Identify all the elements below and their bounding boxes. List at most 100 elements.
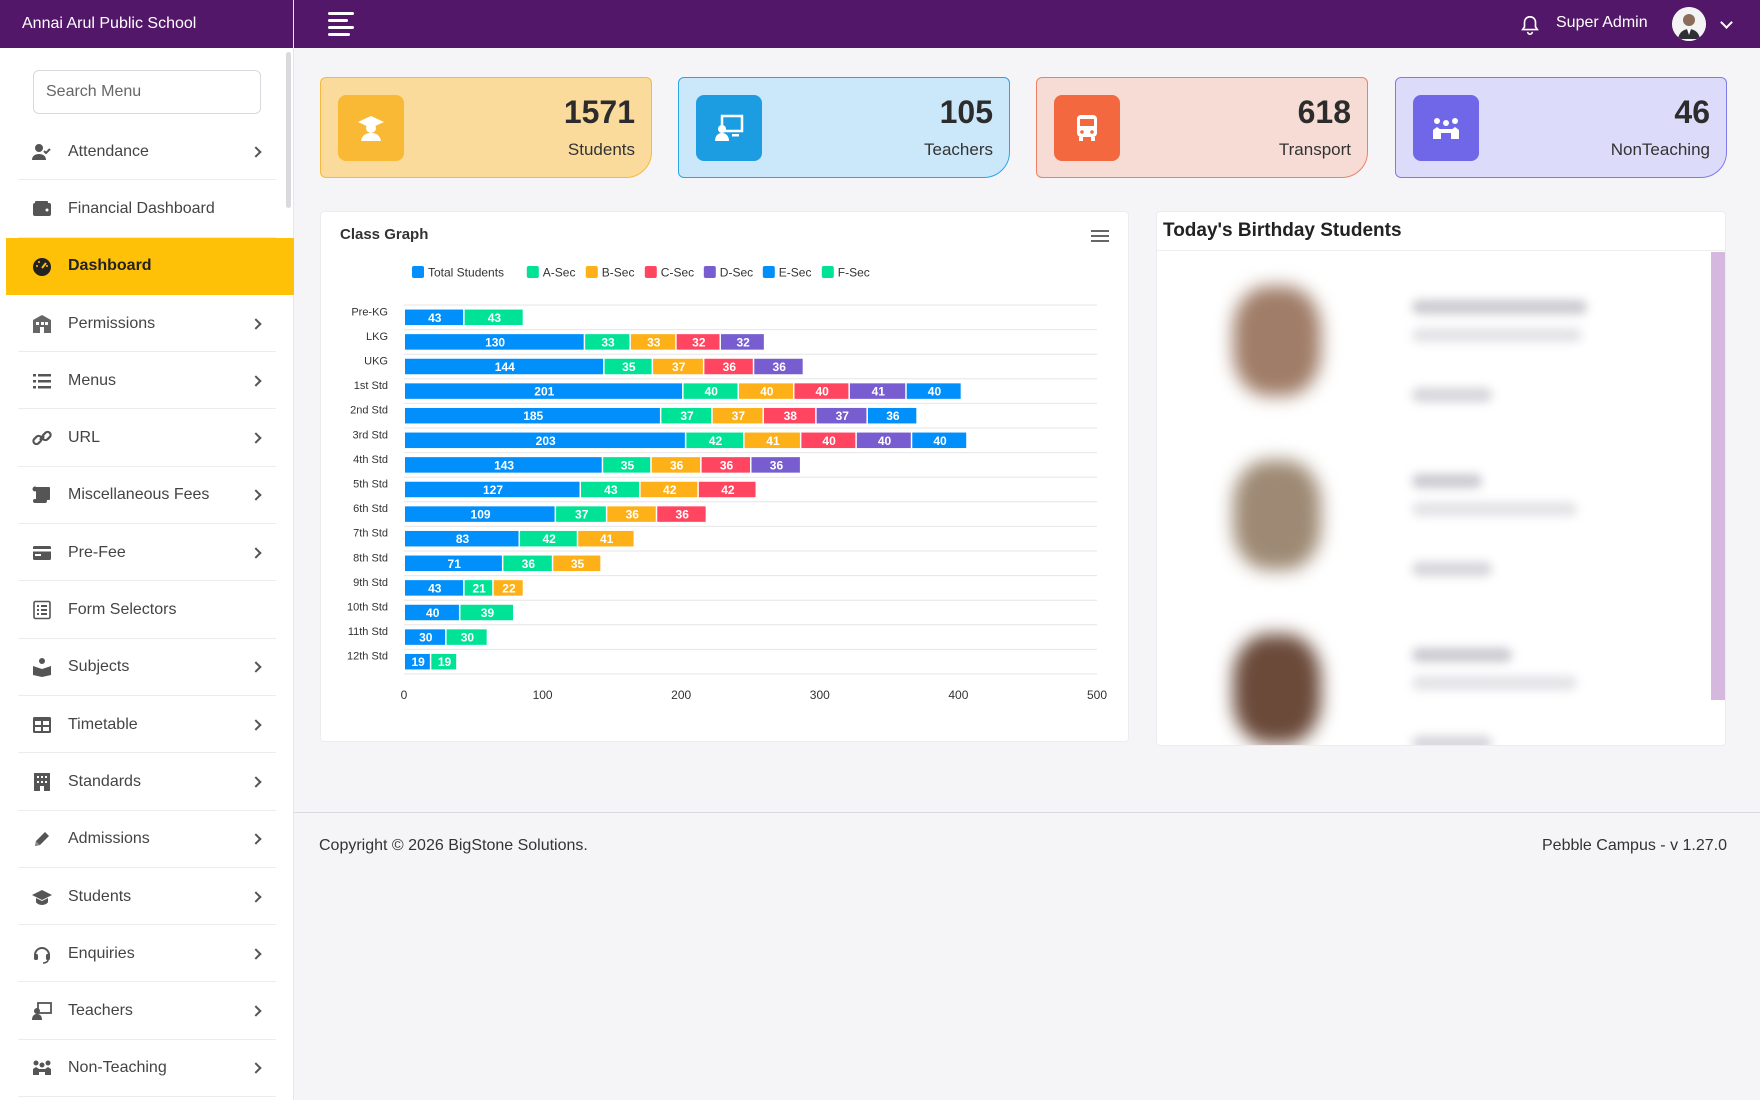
category-label: 1st Std [354,380,388,392]
bar-segment [405,358,604,375]
category-label: UKG [364,356,388,368]
sidebar-item-admissions[interactable]: Admissions [6,811,294,869]
chevron-right-icon [250,489,262,502]
legend-label: Total Students [428,266,504,280]
legend-item-c-sec[interactable]: C-Sec [644,266,694,280]
category-label: Pre-KG [351,306,388,318]
data-label: 42 [542,532,556,546]
stat-value: 46 [1674,94,1710,130]
sidebar-item-miscellaneous-fees[interactable]: Miscellaneous Fees [6,467,294,525]
legend-marker [644,266,657,278]
data-label: 38 [784,409,798,423]
legend-item-e-sec[interactable]: E-Sec [762,266,812,280]
sidebar-item-subjects[interactable]: Subjects [6,639,294,697]
sidebar-item-form-selectors[interactable]: Form Selectors [6,581,294,639]
chevron-right-icon [250,1062,262,1075]
data-label: 19 [411,655,425,669]
bar-segment [816,407,867,424]
bar-segment [698,481,756,498]
stat-card-students[interactable]: 1571 Students [320,77,652,178]
bar-segment [405,506,555,522]
sidebar-item-dashboard[interactable]: Dashboard [6,237,294,295]
bar-segment [607,506,656,522]
stat-label: NonTeaching [1610,140,1710,159]
data-label: 36 [723,360,737,374]
bar-segment [686,432,744,449]
sidebar-item-menus[interactable]: Menus [6,352,294,410]
sidebar-item-non-teaching[interactable]: Non-Teaching [6,1040,294,1098]
data-label: 143 [494,458,514,472]
category-label: 8th Std [353,552,388,564]
legend-item-b-sec[interactable]: B-Sec [585,266,635,280]
sidebar-item-timetable[interactable]: Timetable [6,696,294,754]
sidebar-item-label: Standards [68,772,141,790]
sidebar-item-pre-fee[interactable]: Pre-Fee [6,524,294,582]
user-name[interactable]: Super Admin [1556,14,1648,31]
data-label: 203 [536,434,556,448]
sidebar-item-enquiries[interactable]: Enquiries [6,925,294,983]
bar-segment [405,580,464,596]
bar-segment [405,309,464,326]
pen-icon [32,829,52,849]
legend-marker [762,266,775,278]
bar-segment [405,653,430,670]
legend-item-d-sec[interactable]: D-Sec [703,266,753,280]
search-menu-input[interactable] [33,70,261,114]
data-label: 40 [822,434,836,448]
sidebar-item-label: URL [68,429,101,447]
data-label: 83 [456,532,470,546]
chart-menu-icon[interactable] [1091,230,1109,242]
sidebar-menu: Attendance Financial Dashboard Dashboard Pe… [6,123,294,1098]
legend-item-f-sec[interactable]: F-Sec [821,266,870,280]
birthday-scrollbar[interactable] [1711,252,1725,700]
graduate-icon [338,95,404,161]
hamburger-menu-icon[interactable] [328,12,354,36]
sidebar-item-teachers[interactable]: Teachers [6,982,294,1041]
sidebar-scrollbar[interactable] [286,52,291,208]
chevron-right-icon [250,317,262,330]
bar-segment [578,530,634,547]
bus-icon [1054,95,1120,161]
data-label: 35 [622,360,636,374]
bell-icon[interactable] [1519,14,1541,36]
bar-segment [661,407,712,424]
data-label: 40 [760,385,774,399]
data-label: 43 [428,581,442,595]
legend-item-a-sec[interactable]: A-Sec [526,266,576,280]
student-name [1412,648,1512,662]
data-label: 32 [692,335,706,349]
sidebar-item-permissions[interactable]: Permissions [6,295,294,353]
sidebar-item-financial-dashboard[interactable]: Financial Dashboard [6,180,294,238]
school-name: Annai Arul Public School [0,0,293,48]
stat-card-nonteaching[interactable]: 46 NonTeaching [1395,77,1727,178]
bar-segment [603,457,651,473]
sidebar-item-standards[interactable]: Standards [6,753,294,811]
bar-segment [405,604,459,621]
avatar[interactable] [1672,7,1706,41]
student-photo [1233,460,1321,570]
sidebar-item-students[interactable]: Students [6,868,294,926]
bar-segment [405,457,602,473]
gauge-icon [32,256,52,277]
reader-icon [32,657,52,678]
data-label: 39 [481,606,495,620]
stat-card-teachers[interactable]: 105 Teachers [678,77,1010,178]
category-label: 11th Std [348,626,388,638]
legend-item-total-students[interactable]: Total Students [412,266,504,280]
data-label: 37 [836,409,850,423]
sidebar-item-label: Non-Teaching [68,1059,167,1077]
student-name [1412,300,1587,314]
stat-value: 618 [1297,94,1351,130]
data-label: 36 [773,360,787,374]
stat-card-transport[interactable]: 618 Transport [1036,77,1368,178]
data-label: 40 [426,606,440,620]
chevron-down-icon[interactable] [1720,16,1733,29]
sidebar-item-label: Miscellaneous Fees [68,486,210,504]
sidebar-item-url[interactable]: URL [6,409,294,468]
sidebar-item-attendance[interactable]: Attendance [6,123,294,181]
chevron-right-icon [250,890,262,903]
stat-value: 105 [939,94,993,130]
user-check-icon [32,142,52,162]
bar-segment [704,358,753,375]
bar-segment [657,506,706,522]
